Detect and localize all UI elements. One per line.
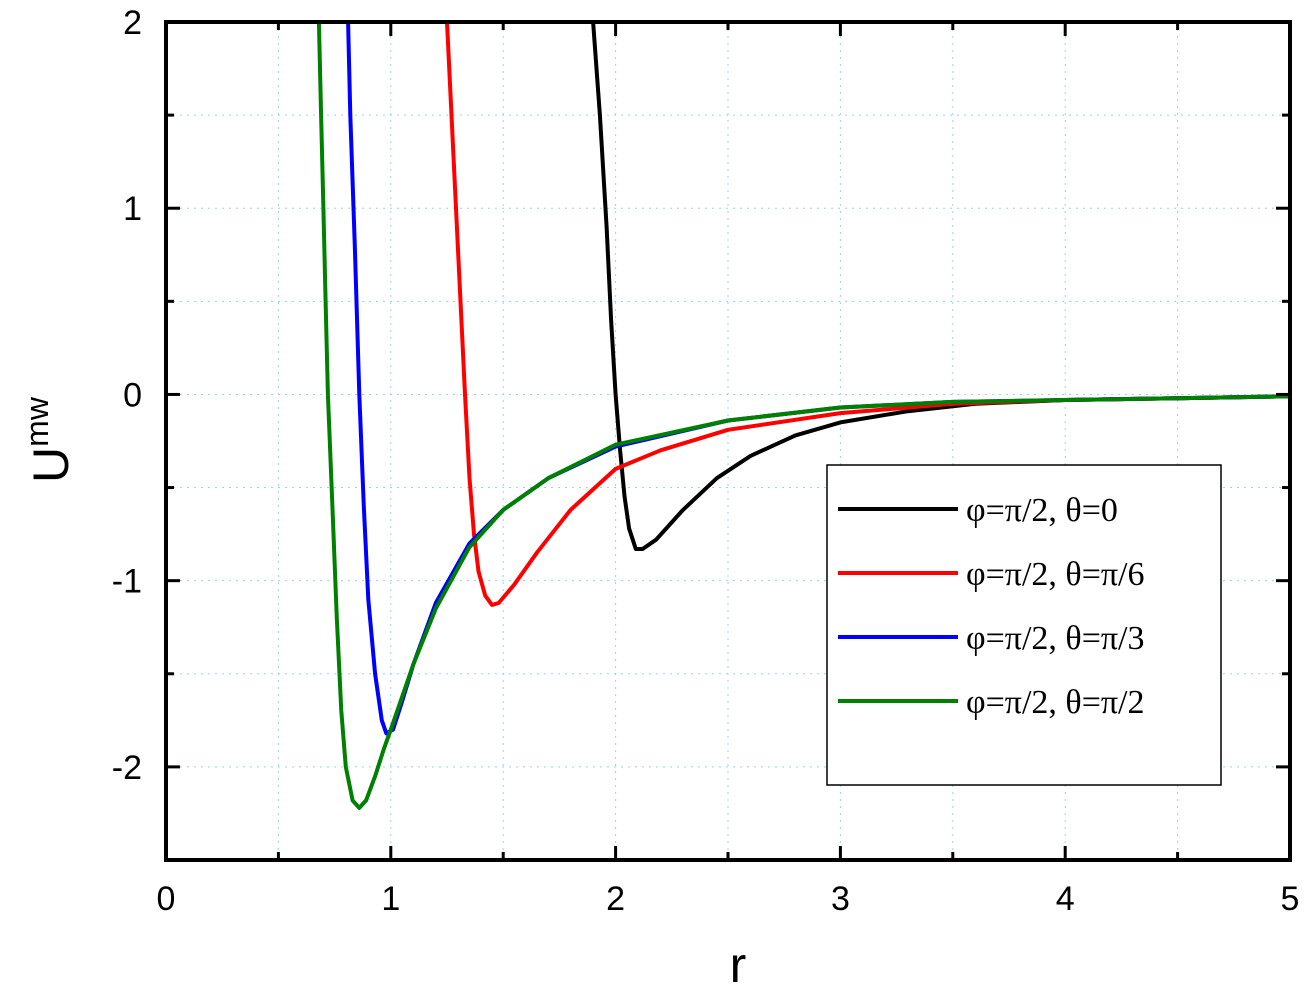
y-axis-title-superscript: mw — [19, 396, 55, 447]
grid-lines — [166, 22, 1290, 860]
x-tick-label: 1 — [381, 880, 400, 918]
y-axis-title-text: Umw — [19, 396, 79, 483]
y-axis-title-group: Umw — [19, 396, 79, 483]
legend-entry: φ=π/2, θ=π/3 — [838, 620, 1144, 657]
legend-entry: φ=π/2, θ=π/2 — [838, 684, 1144, 721]
legend: φ=π/2, θ=0 φ=π/2, θ=π/6 φ=π/2, θ=π/3 φ=π/2,… — [826, 464, 1222, 786]
series-line-1 — [591, 22, 1290, 551]
legend-label: φ=π/2, θ=π/6 — [966, 556, 1144, 593]
y-tick-label: -2 — [112, 749, 142, 787]
legend-entry: φ=π/2, θ=π/6 — [838, 556, 1144, 593]
y-tick-label: 1 — [123, 190, 142, 228]
y-tick-label: -1 — [112, 563, 142, 601]
x-axis-title: r — [730, 937, 747, 989]
axes — [164, 20, 1292, 862]
legend-label: φ=π/2, θ=0 — [966, 492, 1118, 529]
y-tick-label: 0 — [123, 376, 142, 414]
legend-entry: φ=π/2, θ=0 — [838, 492, 1118, 529]
series-line-2 — [445, 22, 1290, 607]
x-tick-label: 2 — [606, 880, 625, 918]
x-tick-label: 4 — [1056, 880, 1075, 918]
series-line-4 — [316, 22, 1290, 810]
legend-label: φ=π/2, θ=π/2 — [966, 684, 1144, 721]
y-tick-label: 2 — [123, 4, 142, 42]
legend-box — [826, 464, 1222, 786]
x-tick-label: 0 — [157, 880, 176, 918]
series-lines — [316, 22, 1290, 810]
y-axis-title: U — [23, 447, 79, 483]
x-tick-label: 5 — [1281, 880, 1300, 918]
x-tick-label: 3 — [831, 880, 850, 918]
tick-labels: 0 1 2 3 4 5 -2 -1 0 1 2 — [112, 4, 1300, 918]
legend-label: φ=π/2, θ=π/3 — [966, 620, 1144, 657]
